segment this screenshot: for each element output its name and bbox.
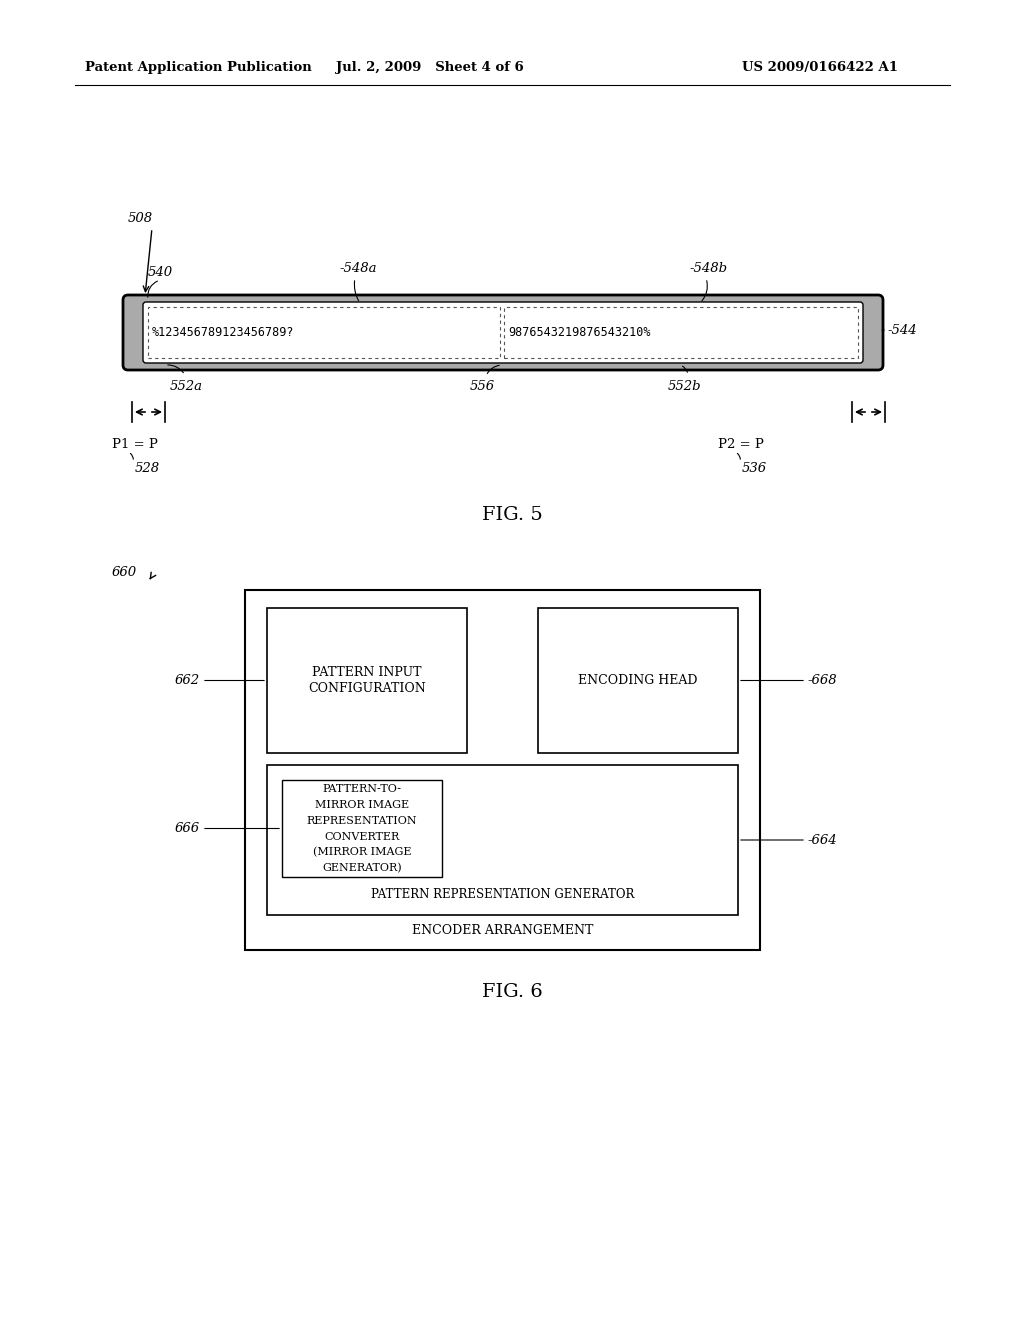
Text: -548b: -548b <box>690 261 728 275</box>
Text: MIRROR IMAGE: MIRROR IMAGE <box>315 800 409 809</box>
Bar <box>148 308 500 358</box>
Text: CONVERTER: CONVERTER <box>325 832 399 842</box>
Text: (MIRROR IMAGE: (MIRROR IMAGE <box>312 847 412 858</box>
Text: PATTERN-TO-: PATTERN-TO- <box>323 784 401 793</box>
Text: FIG. 5: FIG. 5 <box>481 506 543 524</box>
Text: 552a: 552a <box>170 380 203 393</box>
FancyBboxPatch shape <box>123 294 883 370</box>
Text: 528: 528 <box>135 462 160 474</box>
Text: -548a: -548a <box>340 261 378 275</box>
Text: -664: -664 <box>808 833 838 846</box>
Text: Jul. 2, 2009   Sheet 4 of 6: Jul. 2, 2009 Sheet 4 of 6 <box>336 62 524 74</box>
Text: Patent Application Publication: Patent Application Publication <box>85 62 311 74</box>
Text: 536: 536 <box>742 462 767 474</box>
Bar <box>267 609 467 752</box>
Text: FIG. 6: FIG. 6 <box>481 983 543 1001</box>
Text: 660: 660 <box>112 565 137 578</box>
Text: -544: -544 <box>888 323 918 337</box>
Bar <box>538 609 738 752</box>
Text: US 2009/0166422 A1: US 2009/0166422 A1 <box>742 62 898 74</box>
Text: ENCODING HEAD: ENCODING HEAD <box>579 675 697 686</box>
Text: P2 = P: P2 = P <box>718 438 764 451</box>
Text: 508: 508 <box>128 211 154 224</box>
Text: %123456789123456789?: %123456789123456789? <box>152 326 295 339</box>
Bar <box>245 590 760 950</box>
Text: REPRESENTATION: REPRESENTATION <box>306 816 418 825</box>
Bar <box>504 308 858 358</box>
Text: 540: 540 <box>148 265 173 279</box>
Text: ENCODER ARRANGEMENT: ENCODER ARRANGEMENT <box>412 924 593 936</box>
Bar <box>282 780 442 876</box>
Text: PATTERN INPUT: PATTERN INPUT <box>312 667 422 678</box>
Text: P1 = P: P1 = P <box>112 438 158 451</box>
Text: -668: -668 <box>808 675 838 686</box>
FancyBboxPatch shape <box>143 302 863 363</box>
Text: 9876543219876543210%: 9876543219876543210% <box>508 326 650 339</box>
Text: 662: 662 <box>175 675 200 686</box>
Bar <box>267 766 738 915</box>
Text: CONFIGURATION: CONFIGURATION <box>308 682 426 696</box>
Text: 556: 556 <box>470 380 496 393</box>
Text: 666: 666 <box>175 822 200 836</box>
Text: 552b: 552b <box>668 380 701 393</box>
Text: GENERATOR): GENERATOR) <box>323 863 401 874</box>
Text: PATTERN REPRESENTATION GENERATOR: PATTERN REPRESENTATION GENERATOR <box>371 888 634 902</box>
